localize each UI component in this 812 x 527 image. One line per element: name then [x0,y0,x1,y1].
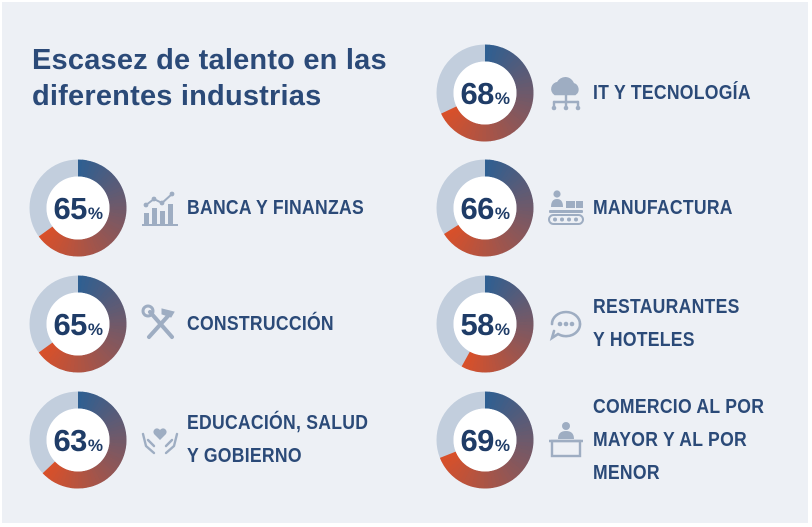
industry-label: IT Y TECNOLOGÍA [593,77,751,110]
percent-unit: % [494,319,510,339]
donut-center [46,292,110,356]
donut-chart-construccion [29,275,127,373]
percent-value: 66 [460,190,494,226]
percent-unit: % [494,88,510,108]
industry-label: BANCA Y FINANZAS [187,192,364,225]
label-line: RESTAURANTES [593,296,740,318]
donut-center [46,408,110,472]
label-line: Y GOBIERNO [187,445,302,467]
donut-value-arc [38,275,127,373]
conveyor-icon [548,190,584,225]
percent-label: 58% [435,274,535,374]
percent-unit: % [87,435,103,455]
donut-center [453,61,517,125]
cloud-network-icon [551,77,581,111]
label-line: MAYOR Y AL POR [593,429,747,451]
donut-value-arc [461,275,534,373]
service-bell-icon [549,310,582,342]
donut-chart-manufactura [436,159,534,257]
industry-label: CONSTRUCCIÓN [187,308,334,341]
percent-unit: % [87,203,103,223]
label-line: COMERCIO AL POR [593,396,765,418]
percent-label: 68% [435,43,535,143]
industry-label: EDUCACIÓN, SALUD Y GOBIERNO [187,407,368,473]
percent-unit: % [494,435,510,455]
industry-label: COMERCIO AL POR MAYOR Y AL POR MENOR [593,391,764,490]
percent-label: 66% [435,158,535,258]
percent-value: 65 [53,306,87,342]
donut-value-arc [42,391,127,489]
percent-value: 68 [460,75,494,111]
percent-label: 65% [28,158,128,258]
tools-icon [141,304,175,339]
donut-chart-banca [29,159,127,257]
percent-label: 69% [435,390,535,490]
heart-hands-icon [141,428,179,455]
donut-value-arc [38,159,127,257]
label-line: MENOR [593,462,660,484]
industry-label: MANUFACTURA [593,192,733,225]
growth-chart-icon [142,191,178,226]
chart-title: Escasez de talento en las diferentes ind… [32,44,387,112]
donut-chart-it [436,44,534,142]
donut-chart-comercio [436,391,534,489]
donut-value-arc [439,391,534,489]
label-line: Y HOTELES [593,329,695,351]
donut-center [46,176,110,240]
label-line: MANUFACTURA [593,197,733,219]
industry-label: RESTAURANTES Y HOTELES [593,291,740,357]
donut-chart-restaurantes [436,275,534,373]
shop-person-icon [549,422,583,458]
percent-unit: % [87,319,103,339]
percent-label: 63% [28,390,128,490]
donut-center [453,408,517,472]
percent-label: 65% [28,274,128,374]
donut-value-arc [444,159,534,257]
percent-unit: % [494,203,510,223]
donut-value-arc [441,44,534,142]
donut-center [453,176,517,240]
percent-value: 69 [460,422,494,458]
donut-center [453,292,517,356]
percent-value: 65 [53,190,87,226]
label-line: IT Y TECNOLOGÍA [593,82,751,104]
donut-chart-educacion [29,391,127,489]
percent-value: 58 [460,306,494,342]
percent-value: 63 [53,422,87,458]
label-line: EDUCACIÓN, SALUD [187,412,369,434]
label-line: BANCA Y FINANZAS [187,197,364,219]
label-line: CONSTRUCCIÓN [187,313,334,335]
